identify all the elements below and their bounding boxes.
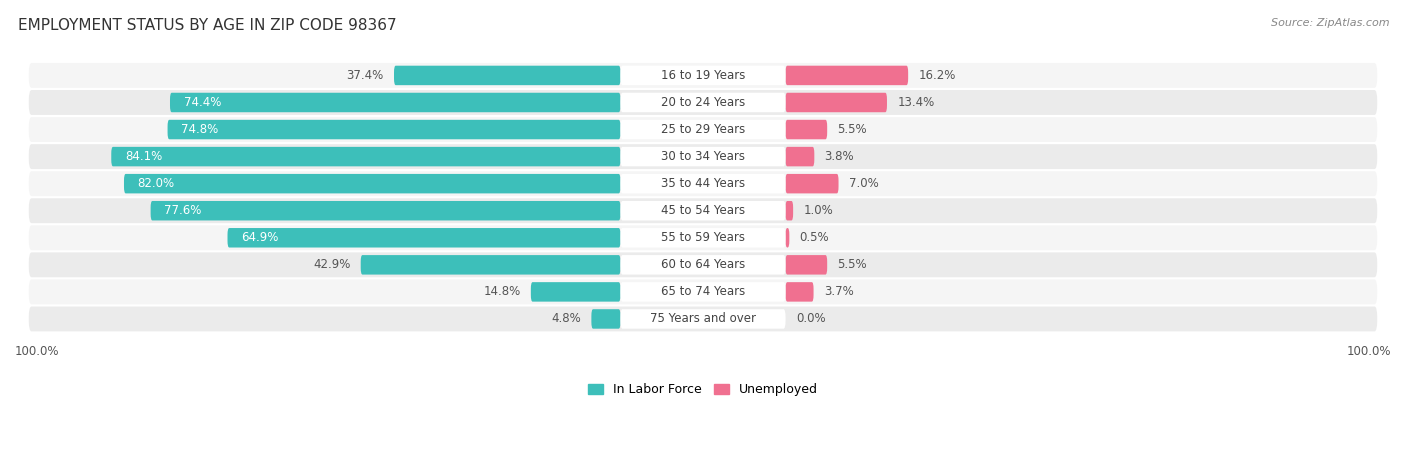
Text: 42.9%: 42.9% xyxy=(314,258,350,272)
FancyBboxPatch shape xyxy=(620,147,786,166)
FancyBboxPatch shape xyxy=(28,307,1378,331)
Text: 55 to 59 Years: 55 to 59 Years xyxy=(661,231,745,244)
FancyBboxPatch shape xyxy=(592,309,620,329)
Text: 30 to 34 Years: 30 to 34 Years xyxy=(661,150,745,163)
FancyBboxPatch shape xyxy=(167,120,620,139)
Text: 16 to 19 Years: 16 to 19 Years xyxy=(661,69,745,82)
FancyBboxPatch shape xyxy=(786,147,814,166)
Text: 16.2%: 16.2% xyxy=(918,69,956,82)
Text: 4.8%: 4.8% xyxy=(551,313,581,326)
FancyBboxPatch shape xyxy=(28,226,1378,250)
Legend: In Labor Force, Unemployed: In Labor Force, Unemployed xyxy=(583,378,823,401)
Text: 45 to 54 Years: 45 to 54 Years xyxy=(661,204,745,217)
FancyBboxPatch shape xyxy=(786,66,908,85)
FancyBboxPatch shape xyxy=(786,174,838,193)
Text: 75 Years and over: 75 Years and over xyxy=(650,313,756,326)
FancyBboxPatch shape xyxy=(786,120,827,139)
FancyBboxPatch shape xyxy=(620,66,786,85)
FancyBboxPatch shape xyxy=(28,144,1378,169)
Text: 74.8%: 74.8% xyxy=(181,123,218,136)
Text: 74.4%: 74.4% xyxy=(184,96,221,109)
Text: 14.8%: 14.8% xyxy=(484,285,520,299)
Text: 100.0%: 100.0% xyxy=(1347,345,1391,358)
FancyBboxPatch shape xyxy=(124,174,620,193)
FancyBboxPatch shape xyxy=(786,282,814,302)
Text: 82.0%: 82.0% xyxy=(138,177,174,190)
FancyBboxPatch shape xyxy=(786,93,887,112)
FancyBboxPatch shape xyxy=(620,201,786,221)
Text: 35 to 44 Years: 35 to 44 Years xyxy=(661,177,745,190)
Text: 20 to 24 Years: 20 to 24 Years xyxy=(661,96,745,109)
Text: 5.5%: 5.5% xyxy=(838,123,868,136)
FancyBboxPatch shape xyxy=(28,280,1378,304)
Text: Source: ZipAtlas.com: Source: ZipAtlas.com xyxy=(1271,18,1389,28)
Text: 3.8%: 3.8% xyxy=(825,150,855,163)
Text: 60 to 64 Years: 60 to 64 Years xyxy=(661,258,745,272)
FancyBboxPatch shape xyxy=(111,147,620,166)
FancyBboxPatch shape xyxy=(620,93,786,112)
FancyBboxPatch shape xyxy=(620,255,786,275)
Text: 65 to 74 Years: 65 to 74 Years xyxy=(661,285,745,299)
Text: 5.5%: 5.5% xyxy=(838,258,868,272)
FancyBboxPatch shape xyxy=(150,201,620,221)
FancyBboxPatch shape xyxy=(620,228,786,248)
Text: 1.0%: 1.0% xyxy=(803,204,834,217)
FancyBboxPatch shape xyxy=(531,282,620,302)
FancyBboxPatch shape xyxy=(28,198,1378,223)
FancyBboxPatch shape xyxy=(28,90,1378,115)
Text: 0.5%: 0.5% xyxy=(800,231,830,244)
FancyBboxPatch shape xyxy=(786,228,789,248)
Text: 25 to 29 Years: 25 to 29 Years xyxy=(661,123,745,136)
FancyBboxPatch shape xyxy=(620,174,786,193)
FancyBboxPatch shape xyxy=(170,93,620,112)
FancyBboxPatch shape xyxy=(394,66,620,85)
Text: 84.1%: 84.1% xyxy=(125,150,162,163)
Text: 3.7%: 3.7% xyxy=(824,285,853,299)
FancyBboxPatch shape xyxy=(28,117,1378,142)
Text: 13.4%: 13.4% xyxy=(897,96,935,109)
FancyBboxPatch shape xyxy=(361,255,620,275)
FancyBboxPatch shape xyxy=(228,228,620,248)
Text: 100.0%: 100.0% xyxy=(15,345,59,358)
FancyBboxPatch shape xyxy=(28,171,1378,196)
FancyBboxPatch shape xyxy=(28,63,1378,88)
Text: 77.6%: 77.6% xyxy=(165,204,201,217)
Text: 64.9%: 64.9% xyxy=(242,231,278,244)
Text: 37.4%: 37.4% xyxy=(346,69,384,82)
FancyBboxPatch shape xyxy=(786,201,793,221)
FancyBboxPatch shape xyxy=(620,309,786,329)
FancyBboxPatch shape xyxy=(786,255,827,275)
FancyBboxPatch shape xyxy=(620,120,786,139)
Text: 0.0%: 0.0% xyxy=(796,313,825,326)
Text: EMPLOYMENT STATUS BY AGE IN ZIP CODE 98367: EMPLOYMENT STATUS BY AGE IN ZIP CODE 983… xyxy=(18,18,396,33)
FancyBboxPatch shape xyxy=(620,282,786,302)
Text: 7.0%: 7.0% xyxy=(849,177,879,190)
FancyBboxPatch shape xyxy=(28,253,1378,277)
